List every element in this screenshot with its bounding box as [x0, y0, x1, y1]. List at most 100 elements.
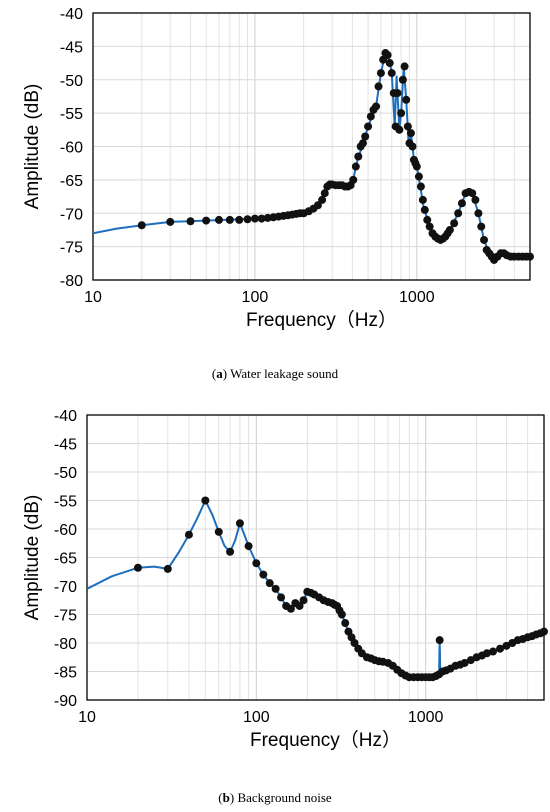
data-point [540, 627, 548, 636]
data-point [423, 215, 432, 224]
y-tick-label: -75 [60, 240, 83, 257]
data-point [489, 647, 498, 656]
data-point [235, 215, 244, 224]
data-point [361, 132, 370, 141]
y-tick-label: -80 [60, 273, 83, 290]
data-point [358, 139, 367, 148]
data-point [341, 619, 350, 628]
data-point [277, 593, 286, 602]
y-axis-title: Amplitude (dB) [22, 84, 43, 210]
data-point [252, 559, 261, 568]
chart-panel-b: -40 -45 -50 -55 -60 -65 -70 -75 -80 -85 -90 10 100 10… [0, 400, 550, 812]
data-point [445, 225, 454, 234]
caption-b-label: b [222, 790, 230, 805]
x-axis-title: Frequency（Hz） [246, 309, 397, 331]
y-tick-label: -60 [54, 522, 77, 539]
plot-area-border [92, 12, 531, 281]
data-point [408, 142, 417, 151]
x-tick-label: 10 [84, 289, 102, 306]
data-point [460, 658, 469, 667]
caption-a: (a) Water leakage sound [211, 366, 339, 381]
data-point [376, 69, 385, 78]
data-point [393, 89, 402, 98]
data-point [397, 109, 406, 118]
data-point [474, 209, 483, 218]
data-point [226, 547, 235, 556]
markers [133, 496, 548, 682]
data-point [398, 75, 407, 84]
y-tick-label: -75 [54, 608, 77, 625]
data-point [271, 584, 280, 593]
data-point [482, 649, 491, 658]
x-axis-title: Frequency（Hz） [250, 729, 401, 751]
data-point [166, 217, 175, 226]
data-point [496, 644, 505, 653]
y-tick-label: -85 [54, 665, 77, 682]
data-point [477, 222, 486, 231]
data-point [320, 189, 329, 198]
data-point [418, 195, 427, 204]
data-point [454, 209, 463, 218]
y-tick-label: -50 [60, 73, 83, 90]
data-point [374, 82, 383, 91]
data-point [471, 195, 480, 204]
data-point [299, 596, 308, 605]
data-point [420, 205, 429, 214]
y-tick-label: -50 [54, 465, 77, 482]
data-point [214, 215, 223, 224]
data-point [400, 62, 409, 71]
data-point [364, 122, 373, 131]
data-point [457, 199, 466, 208]
grid [87, 414, 544, 701]
y-tick-label: -65 [54, 551, 77, 568]
y-tick-label: -90 [54, 693, 77, 710]
data-point [526, 252, 534, 261]
data-point [243, 215, 252, 224]
y-tick-label: -70 [60, 206, 83, 223]
y-tick-label: -55 [54, 494, 77, 511]
data-point [414, 172, 423, 181]
y-tick-label: -40 [54, 408, 77, 425]
data-point [402, 95, 411, 104]
y-tick-label: -70 [54, 579, 77, 596]
caption-a-label: a [216, 366, 223, 381]
y-tick-label: -55 [60, 106, 83, 123]
data-point [468, 189, 477, 198]
data-point [349, 175, 358, 184]
y-tick-label: -45 [60, 39, 83, 56]
data-point [337, 610, 346, 619]
data-point [385, 59, 394, 68]
x-tick-label: 100 [243, 709, 270, 726]
data-point [257, 214, 266, 223]
data-point [351, 162, 360, 171]
data-point [137, 221, 146, 230]
data-point [480, 235, 489, 244]
data-point [412, 162, 421, 171]
data-point [406, 129, 415, 138]
data-point [225, 215, 234, 224]
data-point [372, 102, 381, 111]
data-point [435, 636, 444, 645]
caption-b-text: Background noise [237, 790, 332, 805]
data-point [133, 563, 142, 572]
markers [137, 49, 534, 264]
y-axis-title: Amplitude (dB) [22, 495, 43, 621]
y-tick-label: -40 [60, 6, 83, 23]
data-point [403, 122, 412, 131]
series-line [93, 52, 530, 261]
data-point [383, 51, 392, 60]
data-point [163, 564, 172, 573]
data-point [202, 216, 211, 225]
data-point [387, 69, 396, 78]
caption-a-text: Water leakage sound [230, 366, 339, 381]
data-point [350, 639, 359, 647]
data-point [259, 570, 268, 579]
x-tick-label: 1000 [408, 709, 444, 726]
data-point [235, 519, 244, 528]
plot-area-border [86, 414, 545, 701]
data-point [354, 152, 363, 161]
y-tick-label: -60 [60, 140, 83, 157]
y-tick-label: -45 [54, 437, 77, 454]
